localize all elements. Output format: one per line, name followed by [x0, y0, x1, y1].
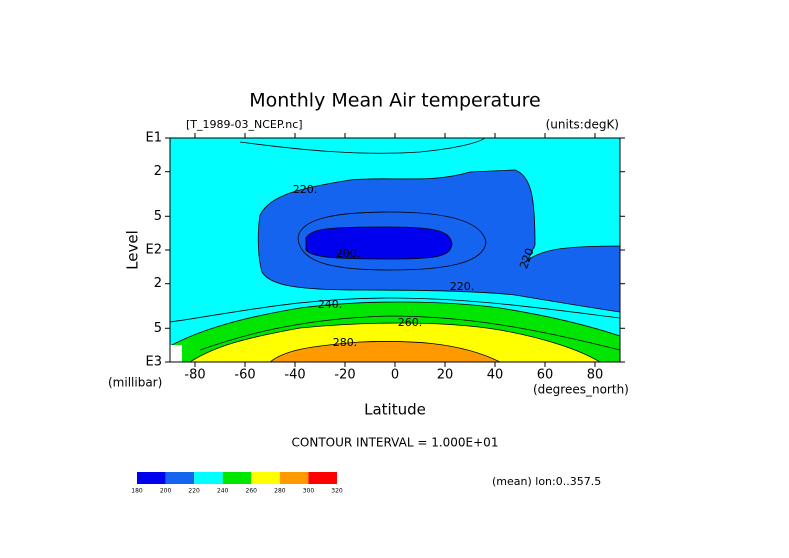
x-tick-label: 40 — [487, 368, 504, 383]
units-label: (units:degK) — [546, 118, 619, 132]
x-tick-label: -20 — [334, 368, 355, 383]
y-axis-title: Level — [124, 230, 142, 270]
plot-area — [170, 138, 620, 362]
x-tick-label: 60 — [537, 368, 554, 383]
colorbar-swatch — [251, 472, 280, 484]
y-tick-label: 2 — [154, 276, 162, 291]
colorbar-label: 260 — [246, 488, 258, 495]
colorbar-swatch — [165, 472, 195, 484]
y-tick-label: E3 — [146, 355, 163, 370]
colorbar-label: 280 — [274, 488, 286, 495]
colorbar-label: 200 — [160, 488, 172, 495]
y-axis-units: (millibar) — [108, 376, 162, 390]
colorbar-swatch — [194, 472, 223, 484]
x-tick-label: -40 — [284, 368, 305, 383]
x-axis-title: Latitude — [364, 401, 426, 419]
contour-line — [239, 138, 486, 154]
x-tick-label: -60 — [234, 368, 255, 383]
contour-region — [305, 226, 453, 260]
contour-region — [269, 341, 501, 362]
colorbar-label: 300 — [303, 488, 315, 495]
colorbar-label: 180 — [131, 488, 143, 495]
x-axis-units: (degrees_north) — [533, 383, 629, 397]
footnote: (mean) lon:0..357.5 — [492, 475, 601, 488]
x-tick-label: 20 — [437, 368, 454, 383]
chart-title: Monthly Mean Air temperature — [249, 90, 540, 112]
contour-label: 220. — [293, 183, 318, 196]
x-tick-label: 0 — [391, 368, 399, 383]
y-tick-label: 2 — [154, 164, 162, 179]
x-tick-label: 80 — [587, 368, 604, 383]
colorbar-swatch — [279, 472, 309, 484]
contour-label: 220. — [450, 280, 475, 293]
colorbar-label: 220 — [188, 488, 200, 495]
colorbar-swatch — [308, 472, 337, 484]
missing-data — [170, 345, 182, 362]
colorbar-label: 320 — [331, 488, 343, 495]
contour-label: 280. — [333, 336, 358, 349]
contour-line — [297, 211, 487, 271]
y-tick-label: 5 — [154, 209, 162, 224]
x-tick-label: -80 — [184, 368, 205, 383]
contour-line — [170, 297, 620, 323]
contour-label: 200. — [336, 247, 361, 260]
y-tick-label: E2 — [146, 243, 163, 258]
dataset-label: [T_1989-03_NCEP.nc] — [186, 118, 303, 131]
colorbar-swatch — [137, 472, 166, 484]
y-tick-label: E1 — [146, 131, 163, 146]
y-tick-label: 5 — [154, 321, 162, 336]
contour-interval: CONTOUR INTERVAL = 1.000E+01 — [292, 436, 499, 450]
colorbar-swatch — [222, 472, 252, 484]
colorbar-label: 240 — [217, 488, 229, 495]
contour-label: 260. — [398, 316, 423, 329]
contour-label: 240. — [318, 298, 343, 311]
contour-line — [199, 315, 620, 351]
